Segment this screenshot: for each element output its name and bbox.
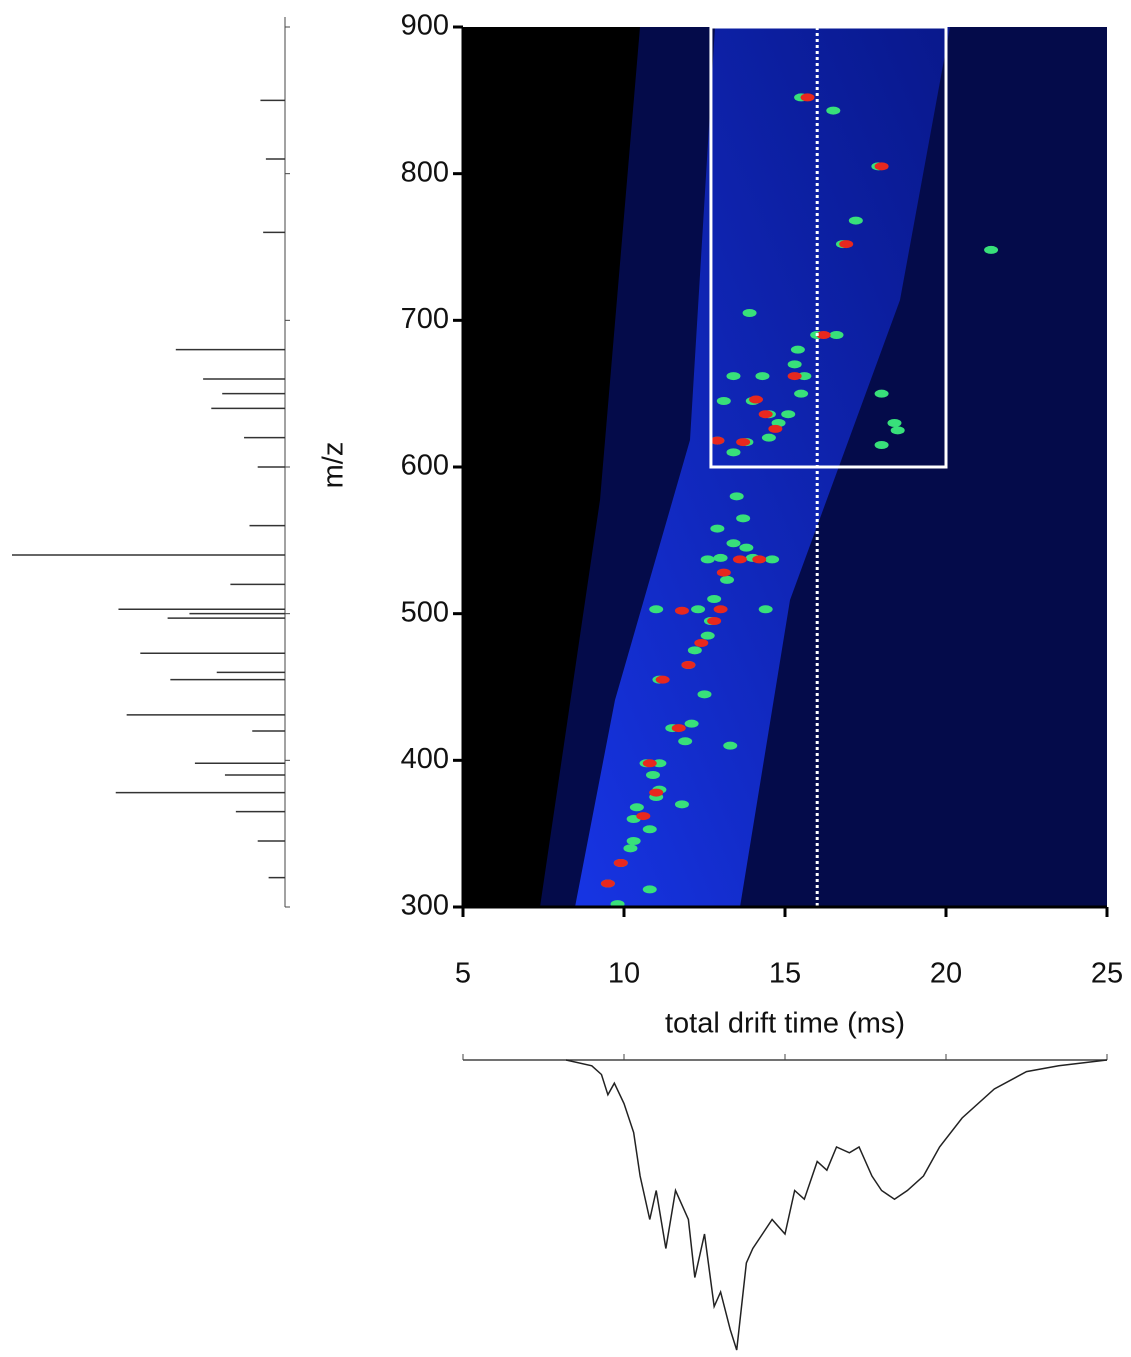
spot [626, 837, 641, 845]
y-tick-label: 600 [401, 450, 449, 482]
spot [697, 690, 712, 699]
spot [761, 433, 776, 442]
spot [700, 555, 715, 564]
spot [839, 240, 854, 249]
spot [732, 555, 747, 564]
spot [726, 448, 741, 457]
spot [707, 595, 722, 603]
spot [797, 372, 812, 381]
spot [645, 771, 660, 779]
spot [710, 436, 725, 445]
spot [674, 606, 689, 615]
spot [678, 737, 693, 746]
spot [642, 825, 657, 834]
x-tick-label: 15 [769, 958, 801, 990]
y-tick-label: 900 [401, 10, 449, 42]
spot [629, 803, 644, 812]
spot [700, 631, 715, 640]
spot [787, 372, 802, 381]
spot [613, 859, 628, 867]
spot [739, 543, 754, 552]
spot [720, 575, 735, 584]
spot [794, 389, 809, 398]
spot [887, 419, 902, 427]
spot [684, 719, 699, 728]
spot [800, 93, 815, 102]
spot [694, 639, 709, 647]
spot [713, 553, 728, 562]
spot [716, 568, 731, 577]
spot [736, 438, 751, 447]
marks [600, 93, 999, 909]
spot [742, 309, 757, 317]
spot [655, 675, 670, 684]
spot [874, 441, 889, 449]
spot [755, 372, 770, 381]
y-tick-label: 300 [401, 890, 449, 922]
highlight-box [709, 25, 948, 469]
spot [752, 555, 767, 564]
x-tick-label: 20 [930, 958, 962, 990]
spot [671, 724, 686, 733]
x-tick-label: 10 [608, 958, 640, 990]
spot [707, 617, 722, 625]
spot [768, 424, 783, 433]
spot [787, 360, 802, 369]
spot [749, 395, 764, 404]
spot [874, 389, 889, 398]
spot [874, 162, 889, 171]
y-tick-label: 400 [401, 743, 449, 775]
spot [710, 524, 725, 533]
spot [713, 605, 728, 614]
spot [687, 646, 702, 655]
spot [642, 759, 657, 768]
spot [623, 844, 638, 853]
spot [890, 426, 905, 435]
spot [765, 555, 780, 564]
spot [816, 331, 831, 339]
spot [758, 410, 773, 419]
spot [691, 605, 706, 614]
spot [729, 492, 744, 501]
spot [790, 345, 805, 354]
x-axis-label: total drift time (ms) [665, 1008, 905, 1040]
spot [723, 741, 738, 750]
spot [826, 106, 841, 115]
spot [600, 879, 615, 888]
y-axis-label: m/z [318, 442, 350, 489]
drift-profile [565, 1059, 1108, 1351]
y-tick-label: 800 [401, 156, 449, 188]
y-tick-label: 500 [401, 596, 449, 628]
spot [829, 331, 844, 339]
spot [781, 410, 796, 419]
spot [848, 216, 863, 225]
spot [716, 397, 731, 405]
y-tick-label: 700 [401, 303, 449, 335]
spot [642, 885, 657, 894]
spot [649, 788, 664, 797]
spot [726, 539, 741, 548]
spot [726, 372, 741, 381]
spot [681, 661, 696, 669]
spot [984, 245, 999, 254]
spot [652, 759, 667, 768]
spot [649, 605, 664, 614]
spot [758, 605, 773, 614]
spot [674, 800, 689, 809]
spot [636, 812, 651, 821]
x-tick-label: 5 [455, 958, 471, 990]
x-tick-label: 25 [1091, 958, 1123, 990]
spot [736, 514, 751, 523]
